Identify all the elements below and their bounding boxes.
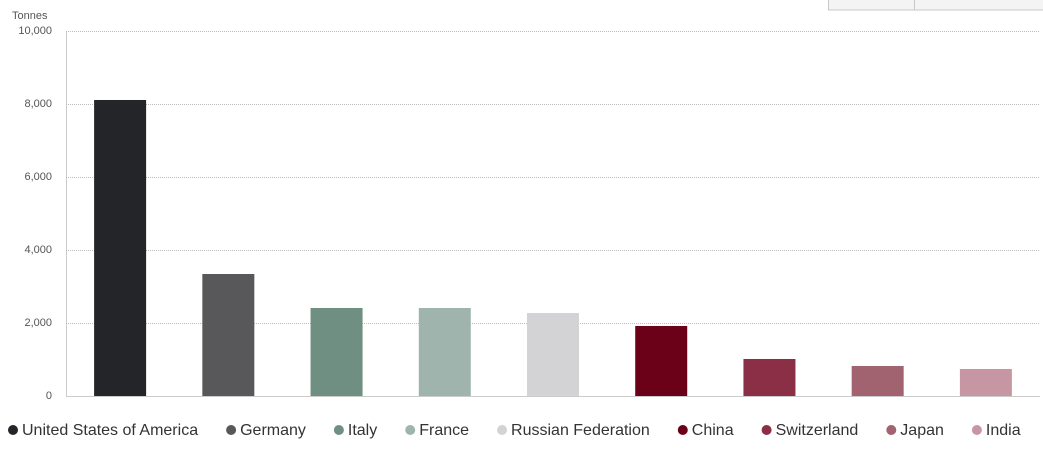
legend-marker — [405, 425, 416, 435]
legend-label: China — [692, 422, 734, 439]
bar — [310, 307, 363, 396]
y-tick-label: 2,000 — [24, 317, 52, 329]
legend-marker — [761, 425, 772, 435]
bar — [959, 368, 1012, 396]
legend-label: India — [986, 422, 1021, 439]
legend-label: Russian Federation — [511, 422, 650, 439]
y-tick-label: 0 — [46, 390, 52, 402]
bar — [635, 325, 688, 396]
legend-label: Germany — [240, 422, 306, 439]
bar — [527, 312, 579, 396]
y-tick-label: 8,000 — [24, 98, 52, 110]
legend-label: France — [419, 422, 469, 439]
tab[interactable] — [914, 0, 1043, 11]
legend-marker — [886, 425, 897, 435]
y-tick-label: 4,000 — [24, 244, 52, 256]
y-axis-label: Tonnes — [12, 10, 48, 22]
tab[interactable] — [828, 0, 915, 11]
legend-marker — [497, 425, 508, 435]
legend-marker — [333, 425, 344, 435]
legend-marker — [8, 425, 18, 435]
bar — [851, 365, 904, 396]
legend-label: Switzerland — [776, 422, 859, 439]
y-tick-label: 10,000 — [18, 25, 52, 37]
legend-marker — [677, 425, 688, 435]
bar — [94, 99, 147, 397]
legend-marker — [971, 425, 982, 435]
y-tick-label: 6,000 — [24, 171, 52, 183]
legend-label: Japan — [900, 422, 944, 439]
legend-marker — [226, 425, 237, 435]
bar — [743, 358, 796, 396]
bar — [202, 274, 255, 396]
legend-label: Italy — [348, 422, 377, 439]
legend-label: United States of America — [22, 422, 198, 439]
bar — [418, 307, 471, 396]
